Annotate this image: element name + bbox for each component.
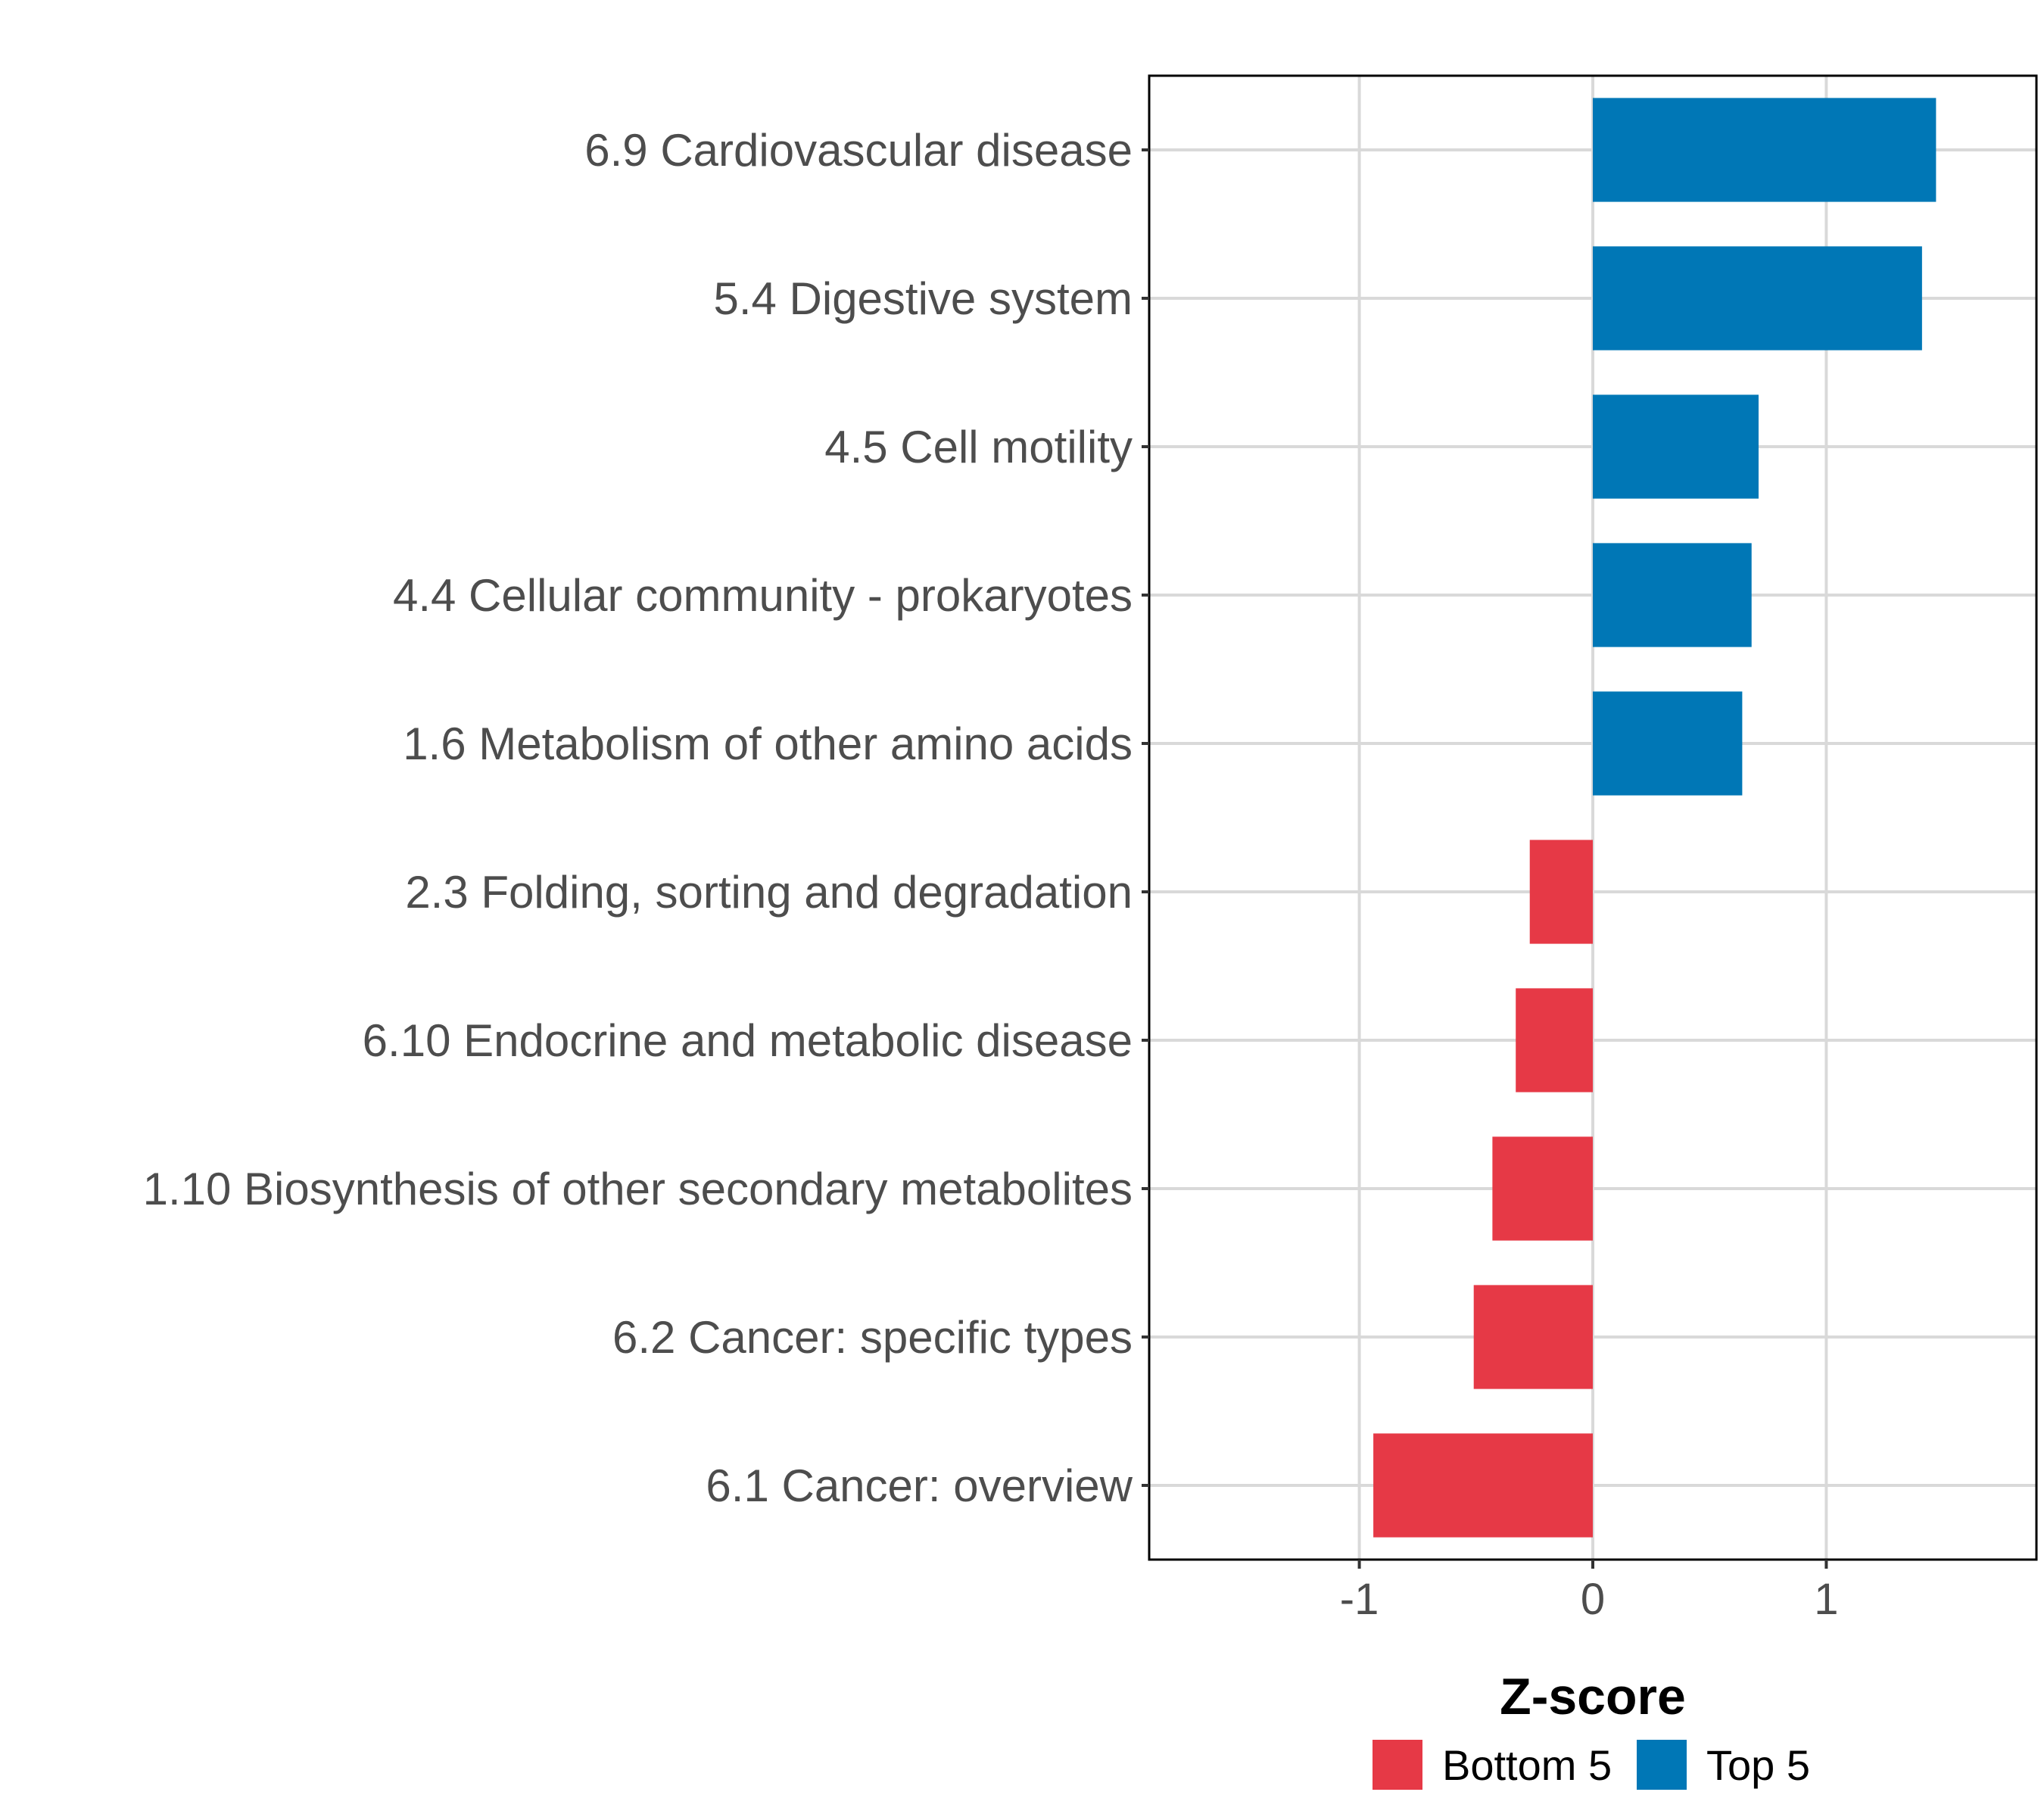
bar (1492, 1136, 1593, 1241)
x-tick-label: -1 (1340, 1575, 1379, 1624)
legend-label: Bottom 5 (1442, 1741, 1612, 1789)
legend-key (1373, 1740, 1422, 1790)
y-tick-label: 1.10 Biosynthesis of other secondary met… (143, 1164, 1133, 1214)
y-tick-label: 6.2 Cancer: specific types (612, 1312, 1133, 1363)
y-tick-label: 1.6 Metabolism of other amino acids (403, 718, 1133, 769)
bar (1516, 988, 1593, 1092)
bar (1593, 246, 1922, 351)
y-tick-label: 6.9 Cardiovascular disease (584, 125, 1133, 176)
y-tick-label: 4.5 Cell motility (824, 422, 1133, 472)
x-axis-title: Z-score (1500, 1668, 1686, 1725)
y-tick-label: 6.1 Cancer: overview (706, 1460, 1133, 1511)
bar (1373, 1433, 1593, 1538)
legend-key (1637, 1740, 1687, 1790)
bar (1529, 840, 1593, 944)
bar (1593, 394, 1759, 499)
bars (1373, 98, 1937, 1538)
y-axis: 6.9 Cardiovascular disease 5.4 Digestive … (143, 125, 1149, 1511)
legend-label: Top 5 (1706, 1741, 1810, 1789)
y-tick-label: 5.4 Digestive system (713, 273, 1133, 324)
bar (1593, 691, 1743, 796)
legend: Bottom 5 Top 5 (1373, 1740, 1810, 1790)
bar (1593, 98, 1937, 202)
x-axis: -1 0 1 (1340, 1560, 1839, 1624)
x-tick-label: 1 (1814, 1575, 1838, 1624)
bar (1473, 1285, 1593, 1389)
bar (1593, 543, 1752, 647)
y-tick-label: 4.4 Cellular community - prokaryotes (393, 570, 1133, 621)
y-tick-label: 2.3 Folding, sorting and degradation (405, 867, 1133, 918)
y-tick-label: 6.10 Endocrine and metabolic disease (363, 1015, 1133, 1066)
x-tick-label: 0 (1581, 1575, 1605, 1624)
